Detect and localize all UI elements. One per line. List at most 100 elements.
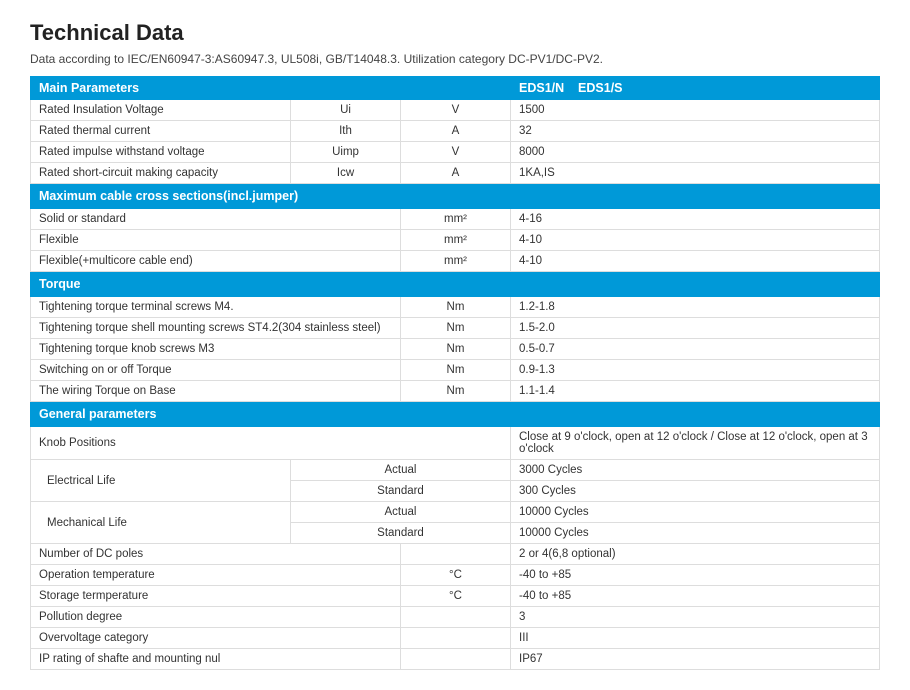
param-label: Tightening torque shell mounting screws … (31, 318, 401, 339)
table-row: Number of DC poles 2 or 4(6,8 optional) (31, 544, 880, 565)
table-row: IP rating of shafte and mounting nul IP67 (31, 649, 880, 670)
param-label: Switching on or off Torque (31, 360, 401, 381)
table-row: Rated impulse withstand voltageUimpV8000 (31, 142, 880, 163)
section-title: Maximum cable cross sections(incl.jumper… (31, 184, 880, 209)
table-row: Rated Insulation VoltageUiV1500 (31, 100, 880, 121)
param-unit (401, 607, 511, 628)
table-row: Electrical Life Actual 3000 Cycles (31, 460, 880, 481)
param-label: IP rating of shafte and mounting nul (31, 649, 401, 670)
param-unit: mm² (401, 209, 511, 230)
param-unit: Nm (401, 381, 511, 402)
param-label: Rated short-circuit making capacity (31, 163, 291, 184)
table-row: The wiring Torque on BaseNm1.1-1.4 (31, 381, 880, 402)
table-row: Flexiblemm²4-10 (31, 230, 880, 251)
param-label: Pollution degree (31, 607, 401, 628)
param-label: Number of DC poles (31, 544, 401, 565)
param-value: 1500 (511, 100, 880, 121)
param-unit: mm² (401, 251, 511, 272)
param-unit (401, 544, 511, 565)
param-unit: Nm (401, 339, 511, 360)
section-header-cable: Maximum cable cross sections(incl.jumper… (31, 184, 880, 209)
param-symbol: Icw (291, 163, 401, 184)
section-header-torque: Torque (31, 272, 880, 297)
param-value: -40 to +85 (511, 586, 880, 607)
param-value: 1.1-1.4 (511, 381, 880, 402)
param-unit: °C (401, 586, 511, 607)
param-unit (401, 628, 511, 649)
param-unit: °C (401, 565, 511, 586)
param-unit: A (401, 121, 511, 142)
page-subtitle: Data according to IEC/EN60947-3:AS60947.… (30, 52, 880, 66)
table-row: Storage termperature°C-40 to +85 (31, 586, 880, 607)
table-row: Solid or standardmm²4-16 (31, 209, 880, 230)
param-value: 10000 Cycles (511, 523, 880, 544)
table-row: Flexible(+multicore cable end)mm²4-10 (31, 251, 880, 272)
param-value: 3 (511, 607, 880, 628)
param-value: 3000 Cycles (511, 460, 880, 481)
table-row: Tightening torque knob screws M3Nm0.5-0.… (31, 339, 880, 360)
param-symbol: Ith (291, 121, 401, 142)
param-unit: Nm (401, 360, 511, 381)
param-value: 0.5-0.7 (511, 339, 880, 360)
section-header-general: General parameters (31, 402, 880, 427)
param-value: 300 Cycles (511, 481, 880, 502)
param-unit: V (401, 142, 511, 163)
table-row: Tightening torque shell mounting screws … (31, 318, 880, 339)
param-symbol: Ui (291, 100, 401, 121)
param-label: Operation temperature (31, 565, 401, 586)
page-title: Technical Data (30, 20, 880, 46)
technical-data-table: Main Parameters EDS1/N EDS1/S Rated Insu… (30, 76, 880, 670)
param-value: -40 to +85 (511, 565, 880, 586)
param-label: Storage termperature (31, 586, 401, 607)
table-row: Knob Positions Close at 9 o'clock, open … (31, 427, 880, 460)
param-label: Overvoltage category (31, 628, 401, 649)
param-value: 32 (511, 121, 880, 142)
sub-label: Standard (291, 481, 511, 502)
table-row: Operation temperature°C-40 to +85 (31, 565, 880, 586)
param-value: III (511, 628, 880, 649)
param-unit: A (401, 163, 511, 184)
param-unit: mm² (401, 230, 511, 251)
section-title: Main Parameters (31, 77, 511, 100)
param-label: Flexible(+multicore cable end) (31, 251, 401, 272)
param-value: 4-10 (511, 251, 880, 272)
models-header: EDS1/N EDS1/S (511, 77, 880, 100)
param-label: Flexible (31, 230, 401, 251)
sub-label: Actual (291, 502, 511, 523)
section-header-main: Main Parameters EDS1/N EDS1/S (31, 77, 880, 100)
param-symbol: Uimp (291, 142, 401, 163)
param-label: Rated Insulation Voltage (31, 100, 291, 121)
table-row: Pollution degree 3 (31, 607, 880, 628)
table-row: Tightening torque terminal screws M4.Nm1… (31, 297, 880, 318)
table-row: Rated short-circuit making capacityIcwA1… (31, 163, 880, 184)
table-row: Overvoltage category III (31, 628, 880, 649)
param-unit: Nm (401, 318, 511, 339)
section-title: General parameters (31, 402, 880, 427)
param-label: Electrical Life (31, 460, 291, 502)
param-label: Knob Positions (31, 427, 511, 460)
table-row: Rated thermal currentIthA32 (31, 121, 880, 142)
param-label: Tightening torque terminal screws M4. (31, 297, 401, 318)
param-value: IP67 (511, 649, 880, 670)
param-value: 1.5-2.0 (511, 318, 880, 339)
param-unit: V (401, 100, 511, 121)
param-value: 2 or 4(6,8 optional) (511, 544, 880, 565)
sub-label: Actual (291, 460, 511, 481)
param-label: Rated thermal current (31, 121, 291, 142)
param-label: The wiring Torque on Base (31, 381, 401, 402)
param-value: 1KA,IS (511, 163, 880, 184)
param-unit: Nm (401, 297, 511, 318)
param-label: Tightening torque knob screws M3 (31, 339, 401, 360)
section-title: Torque (31, 272, 880, 297)
param-label: Mechanical Life (31, 502, 291, 544)
param-value: 10000 Cycles (511, 502, 880, 523)
sub-label: Standard (291, 523, 511, 544)
param-value: 0.9-1.3 (511, 360, 880, 381)
param-value: 4-16 (511, 209, 880, 230)
table-row: Mechanical Life Actual 10000 Cycles (31, 502, 880, 523)
param-label: Solid or standard (31, 209, 401, 230)
param-value: 8000 (511, 142, 880, 163)
param-value: Close at 9 o'clock, open at 12 o'clock /… (511, 427, 880, 460)
param-label: Rated impulse withstand voltage (31, 142, 291, 163)
param-value: 4-10 (511, 230, 880, 251)
